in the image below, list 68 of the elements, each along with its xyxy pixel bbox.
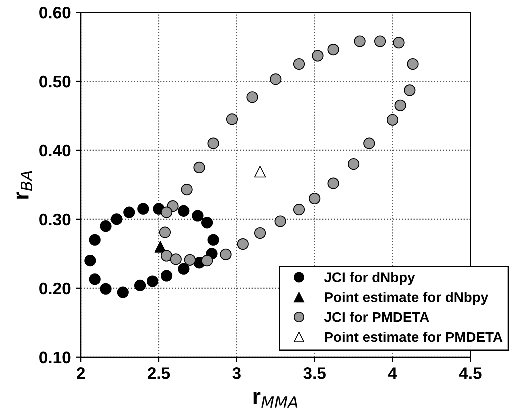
point bbox=[89, 274, 101, 286]
point bbox=[100, 283, 112, 295]
point bbox=[146, 276, 159, 288]
point bbox=[270, 74, 282, 86]
point bbox=[178, 263, 190, 275]
point bbox=[117, 286, 129, 298]
point bbox=[254, 166, 266, 178]
x-tick-label: 2.5 bbox=[148, 368, 170, 380]
x-axis-title: r$_{MMA}$ bbox=[254, 392, 298, 408]
point bbox=[374, 36, 386, 48]
point bbox=[192, 210, 204, 222]
point bbox=[184, 254, 196, 266]
point bbox=[328, 178, 340, 190]
point bbox=[84, 255, 96, 267]
legend-label: JCI for dNbpy bbox=[324, 272, 416, 286]
point bbox=[220, 248, 232, 260]
x-tick-label: 4.5 bbox=[459, 368, 482, 380]
y-tick-label: 0.40 bbox=[40, 144, 71, 157]
point bbox=[159, 226, 172, 238]
point bbox=[124, 206, 136, 218]
point bbox=[138, 203, 150, 215]
point bbox=[328, 44, 340, 56]
point bbox=[274, 216, 286, 228]
point bbox=[202, 217, 214, 229]
y-tick-label: 0.10 bbox=[40, 352, 71, 364]
point bbox=[154, 241, 166, 253]
point bbox=[293, 204, 306, 216]
point bbox=[246, 92, 258, 104]
x-tick-label: 2 bbox=[77, 368, 86, 380]
point bbox=[181, 184, 193, 196]
point bbox=[237, 238, 249, 250]
point bbox=[160, 206, 173, 218]
point bbox=[226, 114, 238, 126]
point bbox=[111, 214, 123, 226]
point bbox=[194, 162, 206, 174]
y-tick-label: 0.20 bbox=[40, 282, 71, 295]
x-tick-label: 3.5 bbox=[304, 368, 326, 380]
point bbox=[202, 255, 214, 267]
point bbox=[100, 220, 112, 232]
point bbox=[89, 234, 101, 246]
point bbox=[309, 192, 321, 205]
point bbox=[134, 280, 146, 292]
point bbox=[404, 84, 416, 96]
point bbox=[160, 270, 173, 282]
y-tick-label: 0.60 bbox=[40, 6, 71, 19]
point bbox=[312, 50, 324, 62]
y-tick-label: 0.30 bbox=[40, 214, 71, 226]
point bbox=[254, 227, 266, 240]
point bbox=[178, 205, 190, 217]
legend-label: Point estimate for PMDETA bbox=[325, 332, 503, 342]
x-tick-label: 4 bbox=[388, 368, 398, 380]
point bbox=[364, 138, 376, 150]
point bbox=[208, 138, 220, 150]
x-tick-label: 3 bbox=[232, 368, 241, 380]
point bbox=[386, 114, 399, 126]
legend-label: Point estimate for dNbpy bbox=[325, 292, 489, 306]
point bbox=[393, 37, 405, 49]
legend-label: JCI for PMDETA bbox=[324, 312, 430, 322]
point bbox=[348, 158, 360, 170]
point bbox=[407, 58, 419, 70]
point bbox=[293, 58, 306, 70]
point bbox=[394, 100, 406, 112]
point bbox=[208, 234, 220, 246]
point bbox=[170, 254, 182, 266]
y-tick-label: 0.50 bbox=[40, 76, 71, 88]
y-axis-title: r$_{BA}$ bbox=[16, 171, 32, 199]
point bbox=[354, 36, 366, 48]
point bbox=[160, 250, 173, 262]
